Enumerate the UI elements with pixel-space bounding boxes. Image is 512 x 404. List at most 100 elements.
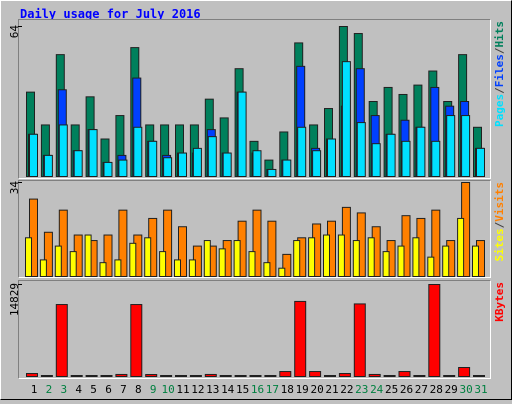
bar xyxy=(25,237,32,277)
bar xyxy=(118,159,128,177)
bar xyxy=(204,373,217,378)
bar xyxy=(114,259,122,278)
y-tick-label: 34 xyxy=(8,181,21,195)
bar xyxy=(353,303,366,377)
bar xyxy=(144,237,152,277)
x-tick-label: 10 xyxy=(161,383,174,396)
x-tick-label: 21 xyxy=(325,383,338,396)
legend-separator: / xyxy=(493,47,506,54)
bar xyxy=(282,159,292,177)
x-tick-label: 20 xyxy=(310,383,323,396)
bar xyxy=(443,375,456,378)
bar xyxy=(297,126,307,177)
bar xyxy=(371,143,381,177)
bar xyxy=(461,115,471,177)
x-tick-label: 9 xyxy=(150,383,157,396)
x-tick-label: 3 xyxy=(60,383,67,396)
bar xyxy=(55,304,68,377)
bar xyxy=(233,240,241,277)
bar xyxy=(427,256,435,278)
legend-separator: / xyxy=(493,87,506,94)
x-tick-label: 17 xyxy=(266,383,279,396)
bar xyxy=(54,245,62,278)
legend: Pages/Files/Hits xyxy=(493,21,506,127)
bar xyxy=(309,371,322,377)
bar xyxy=(175,375,187,378)
panel-edge xyxy=(18,280,491,379)
bar xyxy=(431,140,441,177)
bar xyxy=(39,259,47,278)
bar xyxy=(207,136,217,177)
bar xyxy=(398,371,411,377)
bar xyxy=(174,259,181,278)
bar xyxy=(88,129,98,177)
bar xyxy=(338,373,351,378)
y-tick-label: 64 xyxy=(8,25,21,39)
bar xyxy=(279,371,292,377)
bar xyxy=(29,133,38,177)
bar xyxy=(188,259,196,278)
bar xyxy=(99,262,107,278)
bar xyxy=(352,240,360,277)
bar xyxy=(386,133,396,177)
x-tick-label: 24 xyxy=(370,383,384,396)
bar xyxy=(203,240,211,277)
bar xyxy=(267,220,277,278)
legend-entry: Visits xyxy=(493,182,506,222)
x-tick-label: 23 xyxy=(355,383,368,396)
bar xyxy=(130,304,143,377)
bar xyxy=(312,150,322,177)
x-tick-label: 15 xyxy=(236,383,249,396)
bar xyxy=(263,262,271,278)
bar xyxy=(40,375,53,378)
x-tick-label: 19 xyxy=(296,383,309,396)
bar xyxy=(457,217,465,277)
x-tick-label: 12 xyxy=(191,383,204,396)
x-tick-label: 18 xyxy=(281,383,294,396)
x-tick-label: 22 xyxy=(340,383,353,396)
bar xyxy=(428,284,441,377)
x-tick-label: 6 xyxy=(105,383,112,396)
x-tick-label: 4 xyxy=(75,383,82,396)
bar xyxy=(416,126,426,177)
bar xyxy=(472,245,479,278)
bar xyxy=(476,147,485,177)
bar xyxy=(267,168,277,177)
x-tick-label: 30 xyxy=(459,383,472,396)
legend-separator: / xyxy=(493,221,506,228)
bar xyxy=(446,115,456,177)
bar xyxy=(397,245,405,278)
bar xyxy=(178,226,187,277)
chart-title: Daily usage for July 2016 xyxy=(20,7,201,21)
bar xyxy=(218,248,226,277)
bar xyxy=(383,375,396,378)
bar xyxy=(367,237,375,277)
legend-entry: Hits xyxy=(493,21,506,48)
x-tick-label: 16 xyxy=(251,383,264,396)
bar xyxy=(248,251,256,277)
x-tick-label: 28 xyxy=(430,383,443,396)
bar xyxy=(222,152,232,177)
x-tick-label: 13 xyxy=(206,383,219,396)
bar xyxy=(442,245,450,278)
bar xyxy=(70,375,83,378)
bar xyxy=(163,157,173,177)
x-tick-label: 25 xyxy=(385,383,398,396)
bar xyxy=(43,231,53,278)
x-tick-label: 11 xyxy=(176,383,189,396)
bar xyxy=(368,373,381,378)
legend-entry: Files xyxy=(493,54,506,87)
bar xyxy=(58,124,68,177)
bar xyxy=(43,154,53,177)
bar xyxy=(412,237,420,277)
bar xyxy=(413,375,426,378)
bar xyxy=(100,375,113,378)
bar xyxy=(282,253,292,278)
bar xyxy=(382,251,390,277)
legend-entry: Pages xyxy=(493,94,506,127)
bar xyxy=(84,234,92,278)
bar xyxy=(103,234,113,278)
bar xyxy=(473,375,485,378)
